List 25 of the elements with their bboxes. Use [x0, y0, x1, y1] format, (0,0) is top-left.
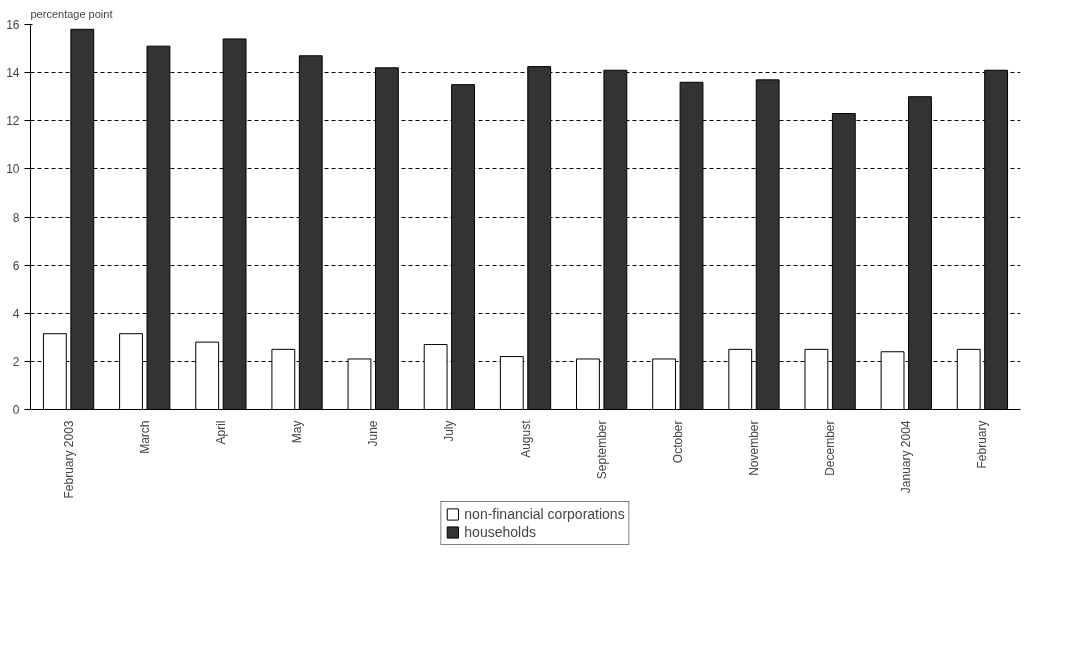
x-tick-label: January 2004	[899, 420, 914, 494]
x-tick-label: October	[670, 420, 685, 464]
x-tick-label: August	[518, 419, 533, 458]
y-tick-label: 8	[12, 210, 20, 225]
y-tick-label: 10	[6, 162, 20, 177]
y-tick-label: 12	[6, 114, 20, 129]
y-tick-label: 4	[12, 306, 20, 321]
x-tick-label: April	[213, 420, 228, 445]
x-tick-label: May	[290, 420, 305, 444]
y-tick-label: 0	[12, 403, 20, 417]
x-tick-label: February 2003	[61, 420, 76, 499]
x-tick-label: February	[975, 420, 990, 469]
legend-label: households	[464, 524, 536, 540]
y-tick-label: 6	[12, 258, 20, 273]
x-tick-label: September	[594, 420, 609, 480]
x-tick-label: March	[137, 420, 152, 454]
legend-label: non-financial corporations	[464, 506, 625, 522]
y-tick-label: 2	[12, 354, 20, 369]
x-tick-label: July	[442, 420, 457, 442]
y-tick-label: 16	[6, 18, 20, 32]
y-axis-title: percentage point	[30, 7, 113, 20]
x-tick-label: June	[366, 420, 381, 447]
y-tick-label: 14	[6, 66, 20, 81]
x-tick-label: November	[746, 420, 761, 476]
x-tick-label: December	[823, 420, 838, 476]
